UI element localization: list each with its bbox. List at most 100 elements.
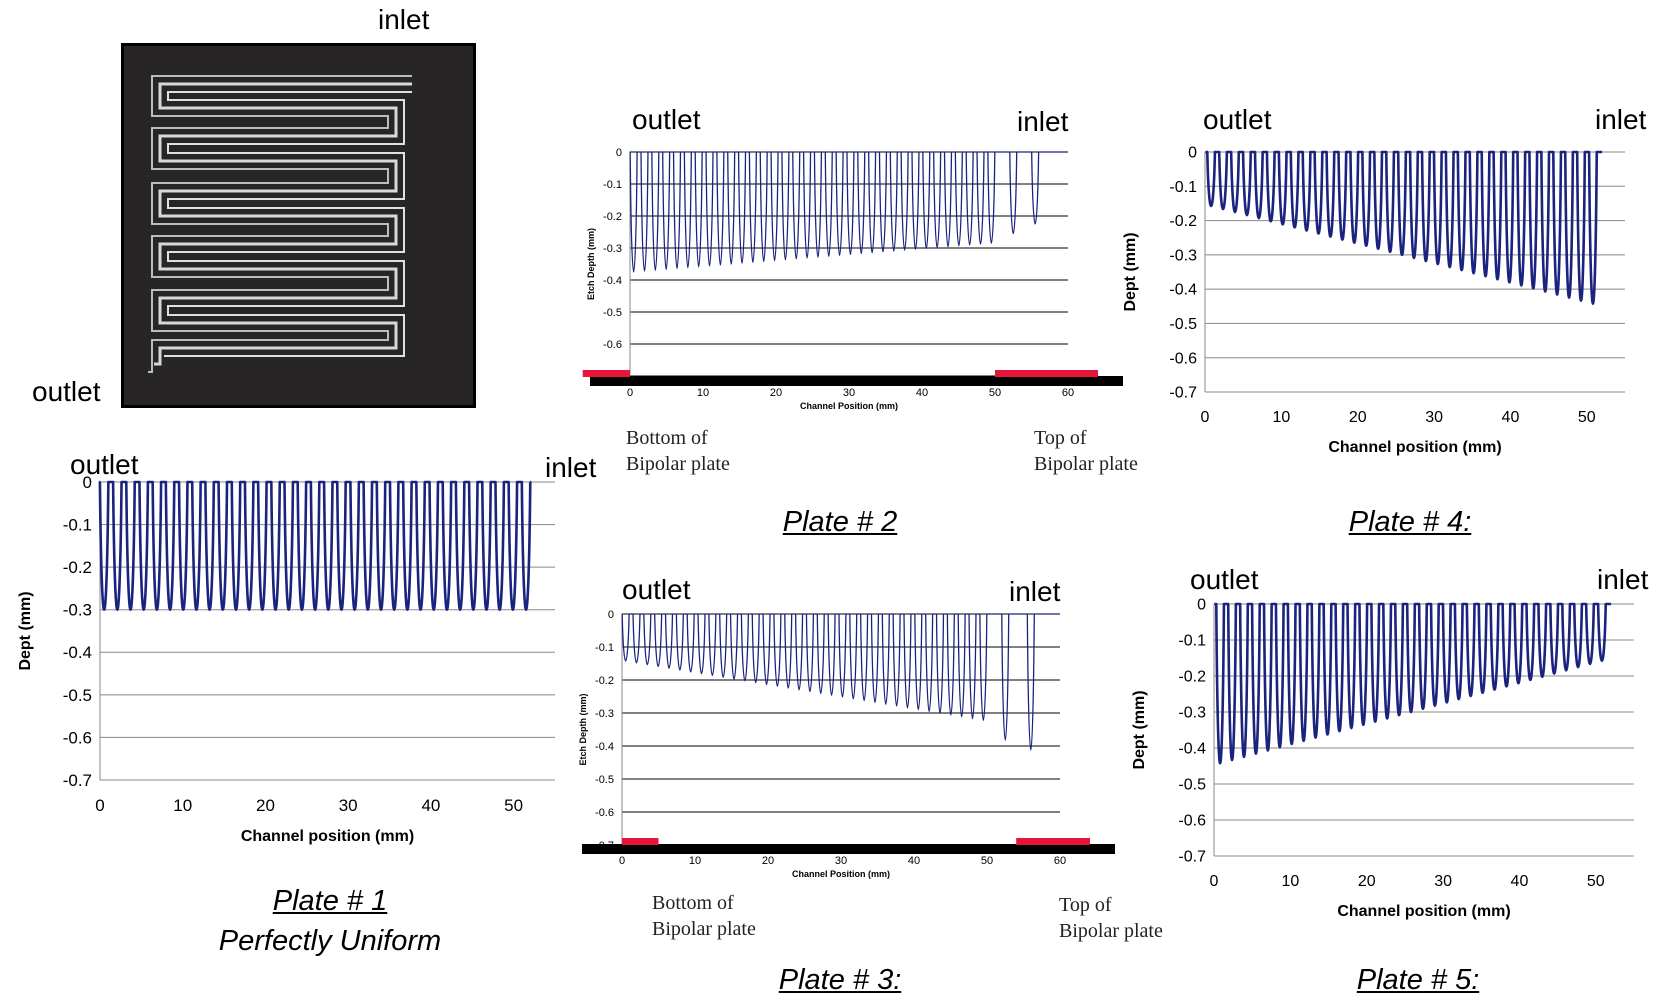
x-tick-label: 20 bbox=[1349, 409, 1367, 426]
p5-inlet-label: inlet bbox=[1597, 564, 1649, 595]
x-tick-label: 0 bbox=[619, 855, 625, 867]
p3-top-label-2: Bipolar plate bbox=[1059, 920, 1163, 942]
x-tick-label: 40 bbox=[1502, 409, 1520, 426]
photo-outlet-label: outlet bbox=[32, 376, 101, 407]
depth-trace bbox=[629, 151, 1068, 273]
x-axis-label: Channel position (mm) bbox=[241, 828, 414, 845]
y-tick-label: -0.1 bbox=[603, 179, 622, 191]
y-tick-label: -0.6 bbox=[603, 339, 622, 351]
y-tick-label: -0.7 bbox=[1169, 385, 1197, 402]
y-tick-label: -0.4 bbox=[603, 275, 622, 287]
p4-inlet-label: inlet bbox=[1595, 104, 1647, 135]
y-tick-label: -0.7 bbox=[1178, 849, 1206, 866]
depth-trace bbox=[1205, 150, 1603, 305]
p3-inlet-label: inlet bbox=[1009, 576, 1061, 607]
y-tick-label: -0.4 bbox=[595, 741, 614, 753]
x-tick-label: 30 bbox=[835, 855, 847, 867]
y-tick-label: -0.5 bbox=[603, 307, 622, 319]
y-tick-label: -0.4 bbox=[1169, 282, 1197, 299]
p3-bottom-label-2: Bipolar plate bbox=[652, 918, 756, 940]
x-tick-label: 30 bbox=[843, 387, 855, 399]
plate-5-chart: 0-0.1-0.2-0.3-0.4-0.5-0.6-0.70 10 20 30 40 50… bbox=[1131, 597, 1634, 920]
plate-3-title: Plate # 3: bbox=[778, 964, 902, 996]
p2-top-label-1: Top of bbox=[1034, 427, 1087, 449]
p2-bottom-label-2: Bipolar plate bbox=[626, 453, 730, 475]
x-tick-label: 50 bbox=[1578, 409, 1596, 426]
plate-5-title: Plate # 5: bbox=[1356, 964, 1480, 996]
p5-outlet-label: outlet bbox=[1190, 564, 1259, 595]
p3-outlet-label: outlet bbox=[622, 574, 691, 605]
y-tick-label: -0.1 bbox=[63, 516, 92, 535]
x-tick-label: 40 bbox=[908, 855, 920, 867]
x-tick-label: 50 bbox=[1587, 873, 1605, 890]
plate-1-title: Plate # 1 bbox=[272, 885, 388, 917]
y-axis-label: Etch Depth (mm) bbox=[586, 228, 596, 300]
p4-outlet-label: outlet bbox=[1203, 104, 1272, 135]
y-tick-label: -0.2 bbox=[1178, 669, 1206, 686]
plate-3-chart: 0-0.1-0.2-0.3-0.4-0.5-0.6-0.701020304050… bbox=[578, 609, 1115, 879]
y-tick-label: -0.1 bbox=[595, 642, 614, 654]
x-tick-label: 0 bbox=[1210, 873, 1219, 890]
plate-bar-highlight bbox=[995, 370, 1098, 377]
x-tick-label: 20 bbox=[256, 796, 275, 815]
y-tick-label: 0 bbox=[1197, 597, 1206, 614]
plate-1-chart: 0-0.1-0.2-0.3-0.4-0.5-0.6-0.70 10 20 30 40 50… bbox=[17, 473, 555, 845]
x-tick-label: 20 bbox=[1358, 873, 1376, 890]
p2-top-label-2: Bipolar plate bbox=[1034, 453, 1138, 475]
y-tick-label: -0.3 bbox=[1169, 247, 1197, 264]
x-axis-label: Channel position (mm) bbox=[1328, 439, 1501, 456]
plate-1-subtitle: Perfectly Uniform bbox=[218, 925, 442, 957]
plate-2-chart: 0-0.1-0.2-0.3-0.4-0.5-0.6-0.701020304050… bbox=[582, 147, 1123, 411]
x-tick-label: 10 bbox=[173, 796, 192, 815]
plate-bar-highlight bbox=[1016, 838, 1090, 845]
p1-inlet-label: inlet bbox=[545, 452, 597, 483]
p2-bottom-label-1: Bottom of bbox=[626, 427, 708, 449]
plate-4-title: Plate # 4: bbox=[1348, 506, 1472, 538]
plate-bar-highlight bbox=[582, 370, 630, 377]
x-tick-label: 40 bbox=[916, 387, 928, 399]
y-tick-label: 0 bbox=[1188, 145, 1197, 162]
x-tick-label: 10 bbox=[689, 855, 701, 867]
x-axis-label: Channel position (mm) bbox=[1337, 903, 1510, 920]
y-tick-label: -0.2 bbox=[595, 675, 614, 687]
x-tick-label: 50 bbox=[989, 387, 1001, 399]
y-axis-label: Dept (mm) bbox=[1122, 232, 1139, 311]
y-tick-label: -0.5 bbox=[63, 686, 92, 705]
y-tick-label: 0 bbox=[608, 609, 614, 621]
depth-trace bbox=[621, 613, 1060, 751]
p3-bottom-label-1: Bottom of bbox=[652, 892, 734, 914]
x-tick-label: 10 bbox=[697, 387, 709, 399]
photo-inlet-label: inlet bbox=[378, 4, 430, 35]
y-tick-label: -0.6 bbox=[1178, 813, 1206, 830]
x-tick-label: 40 bbox=[1511, 873, 1529, 890]
y-tick-label: -0.2 bbox=[63, 558, 92, 577]
x-tick-label: 10 bbox=[1272, 409, 1290, 426]
y-tick-label: 0 bbox=[83, 473, 92, 492]
plate-photo bbox=[121, 43, 476, 408]
x-axis-label: Channel Position (mm) bbox=[800, 401, 898, 411]
x-tick-label: 50 bbox=[504, 796, 523, 815]
plate-4-chart: 0-0.1-0.2-0.3-0.4-0.5-0.6-0.70 10 20 30 40 50… bbox=[1122, 145, 1625, 456]
p3-top-label-1: Top of bbox=[1059, 894, 1112, 916]
plate-bar bbox=[582, 844, 1115, 854]
plate-bar-highlight bbox=[622, 838, 659, 845]
x-tick-label: 0 bbox=[627, 387, 633, 399]
x-tick-label: 20 bbox=[762, 855, 774, 867]
x-tick-label: 40 bbox=[421, 796, 440, 815]
y-tick-label: -0.2 bbox=[603, 211, 622, 223]
y-tick-label: -0.5 bbox=[1178, 777, 1206, 794]
y-tick-label: -0.6 bbox=[595, 807, 614, 819]
x-tick-label: 60 bbox=[1054, 855, 1066, 867]
y-tick-label: -0.5 bbox=[1169, 316, 1197, 333]
x-tick-label: 60 bbox=[1062, 387, 1074, 399]
y-tick-label: -0.4 bbox=[1178, 741, 1206, 758]
y-axis-label: Etch Depth (mm) bbox=[578, 693, 588, 765]
depth-trace bbox=[98, 480, 532, 611]
y-tick-label: -0.3 bbox=[1178, 705, 1206, 722]
depth-trace bbox=[1214, 602, 1612, 765]
x-tick-label: 50 bbox=[981, 855, 993, 867]
y-tick-label: -0.5 bbox=[595, 774, 614, 786]
y-tick-label: 0 bbox=[616, 147, 622, 159]
p2-inlet-label: inlet bbox=[1017, 106, 1069, 137]
y-axis-label: Dept (mm) bbox=[1131, 690, 1148, 769]
